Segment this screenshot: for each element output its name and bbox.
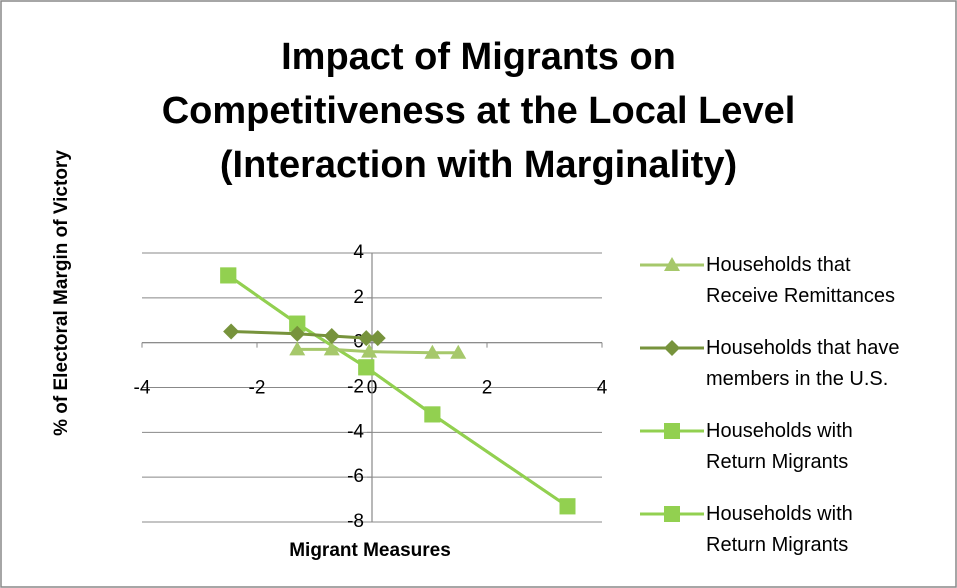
diamond-marker [369,330,386,347]
y-tick-label: -8 [347,511,364,532]
diamond-marker [358,330,375,347]
square-marker [664,423,680,439]
legend-label: Households with Return Migrants [706,420,853,473]
square-marker [664,506,680,522]
square-marker [220,267,237,284]
y-tick-label: -4 [347,421,364,442]
diamond-marker [289,325,306,342]
triangle-marker [323,341,340,356]
chart-title: Competitiveness at the Local Level [161,90,796,132]
x-tick-label: 2 [482,378,493,399]
square-marker [358,359,375,376]
triangle-marker [664,257,680,271]
y-axis-label: % of Electoral Margin of Victory [51,150,72,436]
diamond-marker [323,327,340,344]
x-tick-label: -4 [134,378,151,399]
y-tick-label: 4 [353,242,364,263]
triangle-marker [289,341,306,356]
diamond-marker [223,323,240,340]
y-tick-label: -6 [347,466,364,487]
square-marker [559,498,576,515]
square-marker [289,315,306,332]
x-tick-label: -2 [249,378,266,399]
diamond-marker [664,340,680,356]
x-tick-label: 4 [597,378,608,399]
chart-title: (Interaction with Marginality) [219,144,738,186]
square-marker [424,406,441,423]
legend-label: Households that Receive Remittances [706,254,895,307]
x-axis-label: Migrant Measures [289,540,451,561]
y-tick-label: 2 [353,287,364,308]
legend-label: Households that have members in the U.S. [706,337,900,390]
triangle-marker [450,344,467,359]
chart-title: Impact of Migrants on [281,36,676,78]
legend-label: Households with Return Migrants [706,503,853,556]
y-tick-label: -2 [347,377,364,398]
triangle-marker [361,343,378,358]
triangle-marker [424,344,441,359]
